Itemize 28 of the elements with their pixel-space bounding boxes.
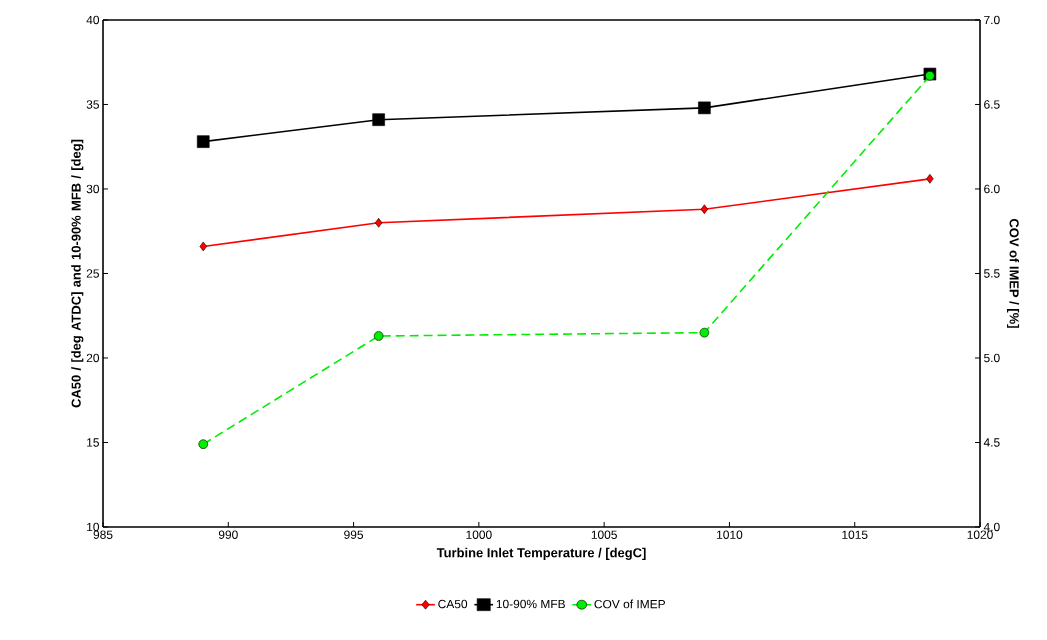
- y-tick-label: 20: [86, 353, 100, 363]
- legend-label: COV of IMEP: [594, 599, 665, 609]
- x-tick-label: 1010: [717, 530, 743, 539]
- y2-tick-label: 5.0: [984, 353, 1000, 363]
- y-tick-label: 40: [86, 15, 100, 25]
- y-tick-label: 10: [87, 522, 100, 532]
- x-tick-label: 1005: [591, 530, 617, 539]
- y-tick-label: 15: [87, 438, 99, 447]
- y-axis-title: CA50 / [deg ATDC] and 10-90% MFB / [deg]: [71, 139, 84, 408]
- legend-label: CA50: [438, 599, 468, 609]
- y2-axis-title: COV of IMEP / [%]: [1006, 218, 1020, 328]
- y2-tick-label: 6.5: [984, 100, 1000, 109]
- y2-tick-label: 4.5: [983, 438, 1000, 447]
- y2-tick-label: 5.5: [984, 269, 1000, 278]
- x-axis-title: Turbine Inlet Temperature / [degC]: [436, 547, 646, 560]
- y-tick-label: 30: [86, 184, 100, 194]
- y-tick-label: 35: [86, 100, 99, 109]
- x-tick-label: 985: [93, 530, 113, 539]
- legend-label: 10-90% MFB: [496, 599, 565, 609]
- x-tick-label: 1000: [466, 530, 492, 539]
- y2-tick-label: 4.0: [983, 522, 1000, 532]
- x-tick-label: 995: [344, 530, 364, 539]
- x-tick-label: 990: [218, 530, 238, 539]
- y2-tick-label: 7.0: [984, 15, 1000, 25]
- x-tick-label: 1020: [967, 530, 993, 539]
- x-tick-label: 1015: [842, 530, 868, 539]
- y2-tick-label: 6.0: [984, 184, 1000, 194]
- y-tick-label: 25: [86, 269, 99, 278]
